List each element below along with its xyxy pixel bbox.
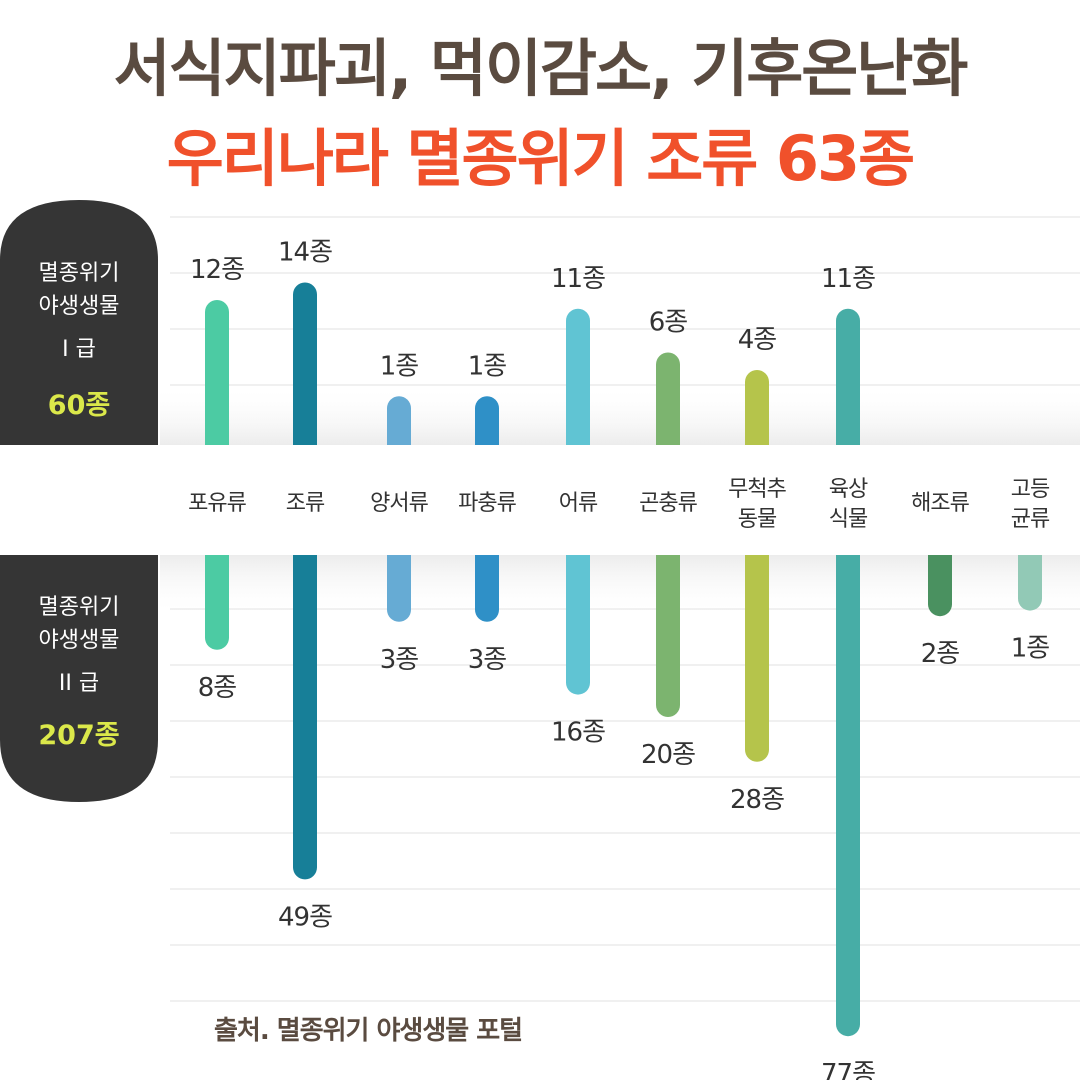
grade2-line-3: II 급 xyxy=(59,671,99,696)
value-label-grade2-2: 3종 xyxy=(380,645,419,675)
bar-grade1-5 xyxy=(656,352,680,465)
source-note: 출처. 멸종위기 야생생물 포털 xyxy=(214,1016,523,1046)
category-band xyxy=(150,445,1080,555)
category-label-7-line-0: 육상 xyxy=(829,477,868,502)
title-line-2: 우리나라 멸종위기 조류 63종 xyxy=(166,122,915,195)
value-label-grade2-0: 8종 xyxy=(198,673,237,703)
category-label-6-line-1: 동물 xyxy=(738,507,777,532)
grade2-total: 207종 xyxy=(38,720,119,751)
value-label-grade2-7: 77종 xyxy=(821,1059,875,1080)
bar-grade2-1 xyxy=(293,535,317,880)
value-label-grade1-1: 14종 xyxy=(278,238,332,268)
grade2-pill-shape xyxy=(0,555,158,802)
bar-grade1-7 xyxy=(836,308,860,465)
category-label-7-line-1: 식물 xyxy=(829,507,868,532)
value-label-grade2-3: 3종 xyxy=(468,645,507,675)
bar-grade2-2 xyxy=(387,535,411,622)
category-label-0: 포유류 xyxy=(188,491,246,516)
grade2-line-2: 야생생물 xyxy=(39,628,120,653)
category-label-3: 파충류 xyxy=(458,491,516,516)
category-label-4: 어류 xyxy=(559,491,598,516)
bar-grade2-3 xyxy=(475,535,499,622)
grade2-pill: 멸종위기 야생생물 II 급 207종 xyxy=(0,555,158,802)
value-label-grade1-5: 6종 xyxy=(649,308,688,338)
grade1-pill-shape xyxy=(0,200,158,445)
value-label-grade1-3: 1종 xyxy=(468,351,507,381)
value-label-grade2-4: 16종 xyxy=(551,718,605,748)
bar-grade2-6 xyxy=(745,535,769,762)
category-label-8: 해조류 xyxy=(911,491,969,516)
grade1-pill: 멸종위기 야생생물 I 급 60종 xyxy=(0,200,158,445)
category-label-6-line-0: 무척추 xyxy=(728,477,786,502)
value-labels: 12종 8종 14종 49종 1종 3종 1종 3종 11종 16종 6종 20종 4종 28종 11종 77… xyxy=(190,238,1050,1080)
value-label-grade1-0: 12종 xyxy=(190,255,244,285)
value-label-grade2-9: 1종 xyxy=(1011,634,1050,664)
bar-grade2-4 xyxy=(566,535,590,695)
value-label-grade1-7: 11종 xyxy=(821,264,875,294)
grade1-total: 60종 xyxy=(48,390,110,421)
bar-grade1-1 xyxy=(293,282,317,465)
bars xyxy=(205,282,1042,1037)
category-label-9-line-1: 균류 xyxy=(1011,507,1050,532)
grade1-line-1: 멸종위기 xyxy=(39,261,120,286)
grade1-line-3: I 급 xyxy=(62,337,96,362)
bar-grade2-7 xyxy=(836,535,860,1037)
grade1-line-2: 야생생물 xyxy=(39,294,120,319)
category-label-1: 조류 xyxy=(286,491,325,516)
bar-grade2-0 xyxy=(205,535,229,650)
grade2-line-1: 멸종위기 xyxy=(39,595,120,620)
bar-grade1-4 xyxy=(566,308,590,465)
value-label-grade1-4: 11종 xyxy=(551,264,605,294)
bar-grade1-6 xyxy=(745,370,769,465)
value-label-grade1-2: 1종 xyxy=(380,351,419,381)
title-line-1: 서식지파괴, 먹이감소, 기후온난화 xyxy=(113,32,969,105)
value-label-grade1-6: 4종 xyxy=(738,325,777,355)
bar-grade2-8 xyxy=(928,535,952,617)
value-label-grade2-5: 20종 xyxy=(641,740,695,770)
category-label-5: 곤충류 xyxy=(639,491,697,516)
value-label-grade2-8: 2종 xyxy=(921,639,960,669)
category-label-9-line-0: 고등 xyxy=(1011,477,1050,502)
value-label-grade2-6: 28종 xyxy=(730,785,784,815)
bar-grade1-0 xyxy=(205,300,229,465)
category-label-2: 양서류 xyxy=(370,491,428,516)
value-label-grade2-1: 49종 xyxy=(278,902,332,932)
bar-grade2-5 xyxy=(656,535,680,717)
